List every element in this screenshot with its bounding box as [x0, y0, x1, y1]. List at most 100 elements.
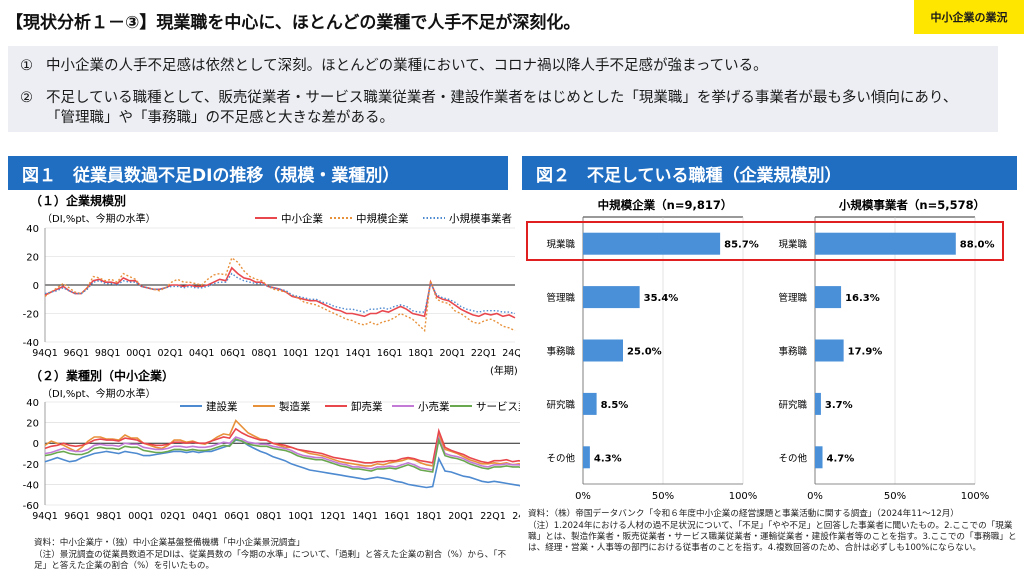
category-badge: 中小企業の業況 — [914, 0, 1024, 34]
x-tick-label: 06Q1 — [220, 348, 246, 359]
x-tick-label: 18Q1 — [408, 348, 434, 359]
y-tick-label: 0 — [33, 281, 39, 292]
legend-label: 小売業 — [418, 400, 450, 413]
series-line-小規模事業者 — [44, 272, 516, 315]
x-tick-label: 94Q1 — [32, 348, 58, 359]
chart-1-unit-label: （DI,%pt、今期の水準） — [42, 212, 156, 225]
x-tick-label: 00Q1 — [126, 348, 152, 359]
bullet-number: ② — [20, 90, 33, 106]
bullet-number: ① — [20, 58, 33, 74]
category-label: 事務職 — [546, 346, 575, 358]
category-label: 事務職 — [778, 346, 807, 358]
category-label: 管理職 — [778, 292, 807, 304]
x-tick-label: 08Q1 — [252, 348, 278, 359]
legend-label: サービス業 — [476, 400, 520, 413]
x-tick-label: 20Q1 — [440, 348, 466, 359]
x-tick-label: 00Q1 — [128, 511, 154, 522]
category-label: 管理職 — [546, 292, 575, 304]
x-tick-label: 20Q1 — [448, 511, 474, 522]
x-axis-unit: (年期) — [490, 364, 518, 377]
y-tick-label: 0 — [33, 439, 39, 450]
x-tick-label: 98Q1 — [96, 511, 122, 522]
y-tick-label: -40 — [23, 338, 39, 349]
bar — [583, 446, 590, 469]
bar — [815, 232, 956, 255]
figure-2-source: 資料：（株）帝国データバンク「令和６年度中小企業の経営課題と事業活動に関する調査… — [528, 509, 959, 519]
bar — [583, 392, 597, 415]
y-tick-label: 20 — [26, 419, 39, 430]
bar — [583, 339, 623, 362]
series-line-卸売業 — [44, 427, 520, 464]
figure-2-charts: 中規模企業（n=9,817） 0% 50% 100% 現業職 85.7% 管理職 35.4% 事… — [526, 198, 1004, 502]
bar-value-label: 8.5% — [601, 400, 629, 411]
chart-2-subtitle: （２）業種別（中小企業） — [30, 368, 174, 383]
category-label: 研究職 — [778, 399, 807, 411]
series-line-製造業 — [44, 419, 520, 467]
bar-value-label: 4.3% — [594, 453, 622, 464]
x-tick-label: 50% — [884, 491, 906, 502]
x-tick-label: 10Q1 — [288, 511, 314, 522]
x-tick-label: 100% — [961, 491, 990, 502]
x-tick-label: 18Q1 — [416, 511, 442, 522]
series-line-建設業 — [44, 439, 520, 489]
x-tick-label: 02Q1 — [160, 511, 186, 522]
legend-label: 建設業 — [206, 400, 238, 413]
bar — [815, 392, 821, 415]
x-tick-label: 12Q1 — [320, 511, 346, 522]
bar-value-label: 16.3% — [845, 293, 880, 304]
y-tick-label: -20 — [23, 460, 39, 471]
y-tick-label: -60 — [23, 501, 39, 512]
category-label: 現業職 — [546, 239, 575, 251]
figure-1-note: （注）景況調査の従業員数過不足DIは、従業員数の「今期の水準」について、「過剰」… — [34, 550, 507, 571]
bar-value-label: 88.0% — [960, 240, 995, 251]
y-tick-label: 20 — [26, 253, 39, 264]
x-tick-label: 98Q1 — [95, 348, 121, 359]
bar-value-label: 17.9% — [848, 347, 883, 358]
bar — [815, 446, 823, 469]
x-tick-label: 94Q1 — [32, 511, 58, 522]
x-tick-label: 14Q1 — [352, 511, 378, 522]
legend-label: 小規模事業者 — [449, 212, 512, 225]
bar-chart-title: 小規模事業者（n=5,578） — [838, 198, 985, 212]
x-tick-label: 0% — [807, 491, 823, 502]
page-title: 【現状分析１－③】現業職を中心に、ほとんどの業種で人手不足が深刻化。 — [6, 13, 581, 33]
legend-label: 中小企業 — [281, 212, 323, 225]
legend-label: 卸売業 — [351, 400, 383, 413]
x-tick-label: 14Q1 — [346, 348, 372, 359]
x-tick-label: 22Q1 — [471, 348, 497, 359]
category-label: その他 — [778, 452, 807, 464]
bar — [815, 339, 844, 362]
x-tick-label: 06Q1 — [224, 511, 250, 522]
y-tick-label: 40 — [26, 398, 39, 409]
x-tick-label: 16Q1 — [377, 348, 403, 359]
chart-2-unit-label: （DI,%pt、今期の水準） — [42, 387, 156, 400]
summary-point-1: ① 中小企業の人手不足感は依然として深刻。ほとんどの業種において、コロナ禍以降人… — [20, 56, 768, 76]
bullet-text: 不足している職種として、販売従業者・サービス職業従業者・建設作業者をはじめとした… — [46, 90, 958, 126]
chart-1-subtitle: （１）企業規模別 — [30, 193, 126, 208]
bar-value-label: 25.0% — [627, 347, 662, 358]
bar-value-label: 3.7% — [825, 400, 853, 411]
summary-point-2: ② 不足している職種として、販売従業者・サービス職業従業者・建設作業者をはじめと… — [20, 88, 970, 128]
series-line-中規模企業 — [44, 256, 516, 333]
x-tick-label: 22Q1 — [480, 511, 506, 522]
bar-value-label: 85.7% — [724, 240, 759, 251]
y-tick-label: -20 — [23, 310, 39, 321]
summary-box: ① 中小企業の人手不足感は依然として深刻。ほとんどの業種において、コロナ禍以降人… — [8, 46, 998, 132]
bar — [583, 286, 640, 309]
category-label: 現業職 — [778, 239, 807, 251]
bar-value-label: 4.7% — [827, 453, 855, 464]
bar — [815, 286, 842, 309]
figure-1-header: 図１ 従業員数過不足DIの推移（規模・業種別） — [8, 156, 508, 190]
x-tick-label: 96Q1 — [64, 511, 90, 522]
highlight-box — [526, 221, 1004, 261]
legend-label: 製造業 — [279, 400, 311, 413]
x-tick-label: 100% — [729, 491, 758, 502]
x-tick-label: 50% — [652, 491, 674, 502]
x-tick-label: 24Q1 — [502, 348, 520, 359]
figure-2-note: （注）1.2024年における人材の過不足状況について、「不足」「やや不足」と回答… — [528, 521, 1017, 553]
x-tick-label: 24Q1 — [512, 511, 520, 522]
figure-2-header: 図２ 不足している職種（企業規模別） — [522, 156, 1017, 190]
x-tick-label: 04Q1 — [192, 511, 218, 522]
x-tick-label: 02Q1 — [158, 348, 184, 359]
legend-label: 中規模企業 — [356, 212, 409, 225]
